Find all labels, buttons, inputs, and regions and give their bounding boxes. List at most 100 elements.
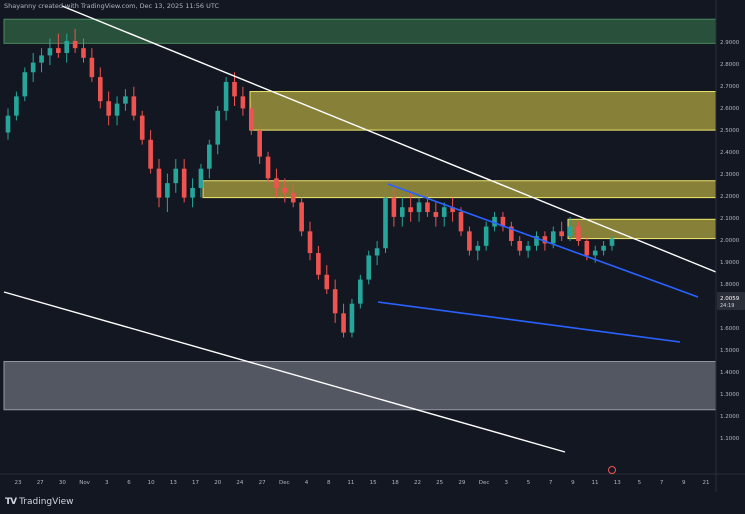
y-tick-label: 1.5000	[720, 348, 740, 354]
candle	[265, 151, 271, 184]
candle-body	[509, 226, 514, 241]
x-tick-label: 11	[347, 480, 354, 486]
price-label-box	[717, 292, 745, 310]
candle	[609, 236, 615, 251]
candle-body	[97, 77, 103, 102]
y-tick-label: 1.8000	[720, 282, 740, 288]
candle	[408, 192, 413, 222]
candle	[450, 197, 455, 222]
candle	[148, 130, 153, 174]
candle-body	[290, 192, 296, 203]
y-tick-label: 1.1000	[720, 436, 740, 442]
y-tick-label: 2.5000	[720, 128, 740, 134]
candle-body	[374, 248, 380, 256]
candle	[290, 183, 296, 208]
candle	[383, 187, 388, 254]
candle-body	[416, 202, 422, 213]
x-tick-label: 8	[327, 480, 331, 486]
candle-body	[198, 168, 204, 188]
chart-attribution: Shayanny created with TradingView.com, D…	[4, 2, 219, 10]
candle	[114, 96, 120, 126]
y-tick-label: 2.9000	[720, 40, 740, 46]
wedge-lower-line	[377, 301, 681, 343]
candle	[30, 52, 36, 82]
candle-body	[601, 245, 606, 251]
candle	[156, 159, 162, 208]
candle	[525, 241, 531, 258]
candle-body	[534, 236, 539, 246]
candle-body	[467, 231, 472, 251]
candle	[64, 33, 70, 63]
y-axis: 2.9000 2.8000 2.7000 2.6000 2.5000 2.4000 2.30…	[715, 0, 745, 492]
candle	[47, 38, 53, 66]
candle	[559, 221, 564, 241]
candle-body	[492, 216, 497, 227]
candle	[467, 226, 472, 256]
x-tick-label: 10	[148, 480, 155, 486]
candle	[509, 221, 514, 246]
candle-body	[232, 81, 237, 97]
candle	[425, 192, 430, 217]
x-tick-label: 25	[436, 480, 443, 486]
candle	[475, 241, 481, 261]
candle-body	[181, 168, 187, 198]
tradingview-logo[interactable]: TV TradingView	[5, 497, 74, 507]
candle	[274, 168, 279, 198]
candle-body	[408, 207, 413, 213]
candle	[517, 236, 523, 256]
candle-body	[366, 255, 372, 280]
x-tick-label: 23	[15, 480, 22, 486]
candle-body	[358, 279, 363, 304]
candle-body	[433, 212, 439, 217]
candle-body	[458, 212, 464, 232]
candle-body	[450, 207, 455, 213]
x-tick-label: 30	[59, 480, 66, 486]
candle	[307, 221, 313, 261]
candle-body	[14, 96, 19, 116]
x-tick-label: 9	[682, 480, 686, 486]
lower-channel-line	[3, 291, 566, 453]
candle-body	[131, 96, 137, 116]
candle-body	[441, 207, 447, 217]
x-tick-label: 27	[37, 480, 44, 486]
candle	[56, 33, 61, 58]
candle-body	[349, 303, 355, 333]
candle-body	[282, 187, 288, 193]
mid-supply-zone	[202, 180, 717, 199]
x-tick-label: Dec	[279, 480, 290, 486]
x-tick-label: 15	[370, 480, 377, 486]
candle-body	[114, 103, 120, 116]
x-tick-label: 18	[392, 480, 399, 486]
candle	[89, 48, 95, 82]
x-tick-label: 11	[592, 480, 599, 486]
candle-body	[173, 168, 179, 184]
candle-body	[240, 96, 246, 109]
x-tick-label: 3	[105, 480, 109, 486]
candle	[332, 279, 338, 323]
price-label: 2.0059	[720, 296, 740, 302]
x-tick-label: 21	[703, 480, 710, 486]
candle-body	[307, 231, 313, 254]
x-tick-label: 13	[170, 480, 177, 486]
candle	[399, 197, 405, 227]
candle	[232, 72, 237, 107]
candle-body	[123, 96, 128, 104]
candle-body	[341, 313, 346, 333]
candle-body	[425, 202, 430, 213]
candle	[358, 274, 363, 309]
candle-body	[81, 48, 86, 58]
candle-body	[559, 231, 564, 237]
candle-body	[215, 110, 221, 145]
candle-body	[156, 168, 162, 198]
candle-body	[72, 40, 78, 49]
candle	[248, 101, 254, 135]
candle	[81, 38, 86, 63]
candle-body	[584, 241, 590, 256]
x-tick-label: 5	[527, 480, 531, 486]
y-tick-label: 2.6000	[720, 106, 740, 112]
candle	[374, 241, 380, 266]
trendlines-layer	[3, 5, 717, 453]
candle	[207, 139, 212, 179]
